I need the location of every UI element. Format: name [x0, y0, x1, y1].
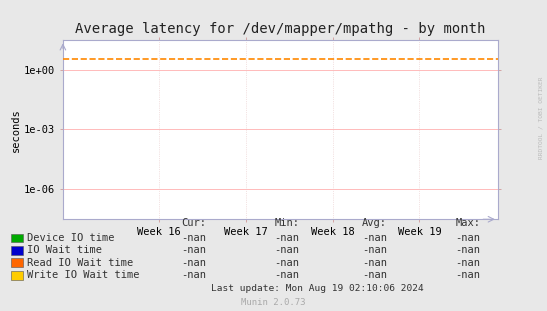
Text: Write IO Wait time: Write IO Wait time	[27, 270, 140, 280]
Text: -nan: -nan	[182, 270, 207, 280]
Text: Max:: Max:	[455, 218, 480, 228]
Text: Device IO time: Device IO time	[27, 233, 115, 243]
Text: Cur:: Cur:	[182, 218, 207, 228]
Text: Last update: Mon Aug 19 02:10:06 2024: Last update: Mon Aug 19 02:10:06 2024	[211, 284, 423, 293]
Text: -nan: -nan	[275, 245, 300, 255]
Text: -nan: -nan	[362, 245, 387, 255]
Text: -nan: -nan	[182, 258, 207, 268]
Text: -nan: -nan	[455, 270, 480, 280]
Y-axis label: seconds: seconds	[11, 108, 21, 152]
Text: Munin 2.0.73: Munin 2.0.73	[241, 298, 306, 307]
Text: -nan: -nan	[182, 245, 207, 255]
Text: Min:: Min:	[275, 218, 300, 228]
Text: RRDTOOL / TOBI OETIKER: RRDTOOL / TOBI OETIKER	[538, 77, 543, 160]
Text: -nan: -nan	[455, 233, 480, 243]
Text: -nan: -nan	[275, 233, 300, 243]
Text: Read IO Wait time: Read IO Wait time	[27, 258, 133, 268]
Text: -nan: -nan	[362, 233, 387, 243]
Text: IO Wait time: IO Wait time	[27, 245, 102, 255]
Title: Average latency for /dev/mapper/mpathg - by month: Average latency for /dev/mapper/mpathg -…	[75, 22, 486, 36]
Text: -nan: -nan	[362, 258, 387, 268]
Text: -nan: -nan	[362, 270, 387, 280]
Text: -nan: -nan	[275, 270, 300, 280]
Text: -nan: -nan	[455, 258, 480, 268]
Text: -nan: -nan	[455, 245, 480, 255]
Text: Avg:: Avg:	[362, 218, 387, 228]
Text: -nan: -nan	[275, 258, 300, 268]
Text: -nan: -nan	[182, 233, 207, 243]
